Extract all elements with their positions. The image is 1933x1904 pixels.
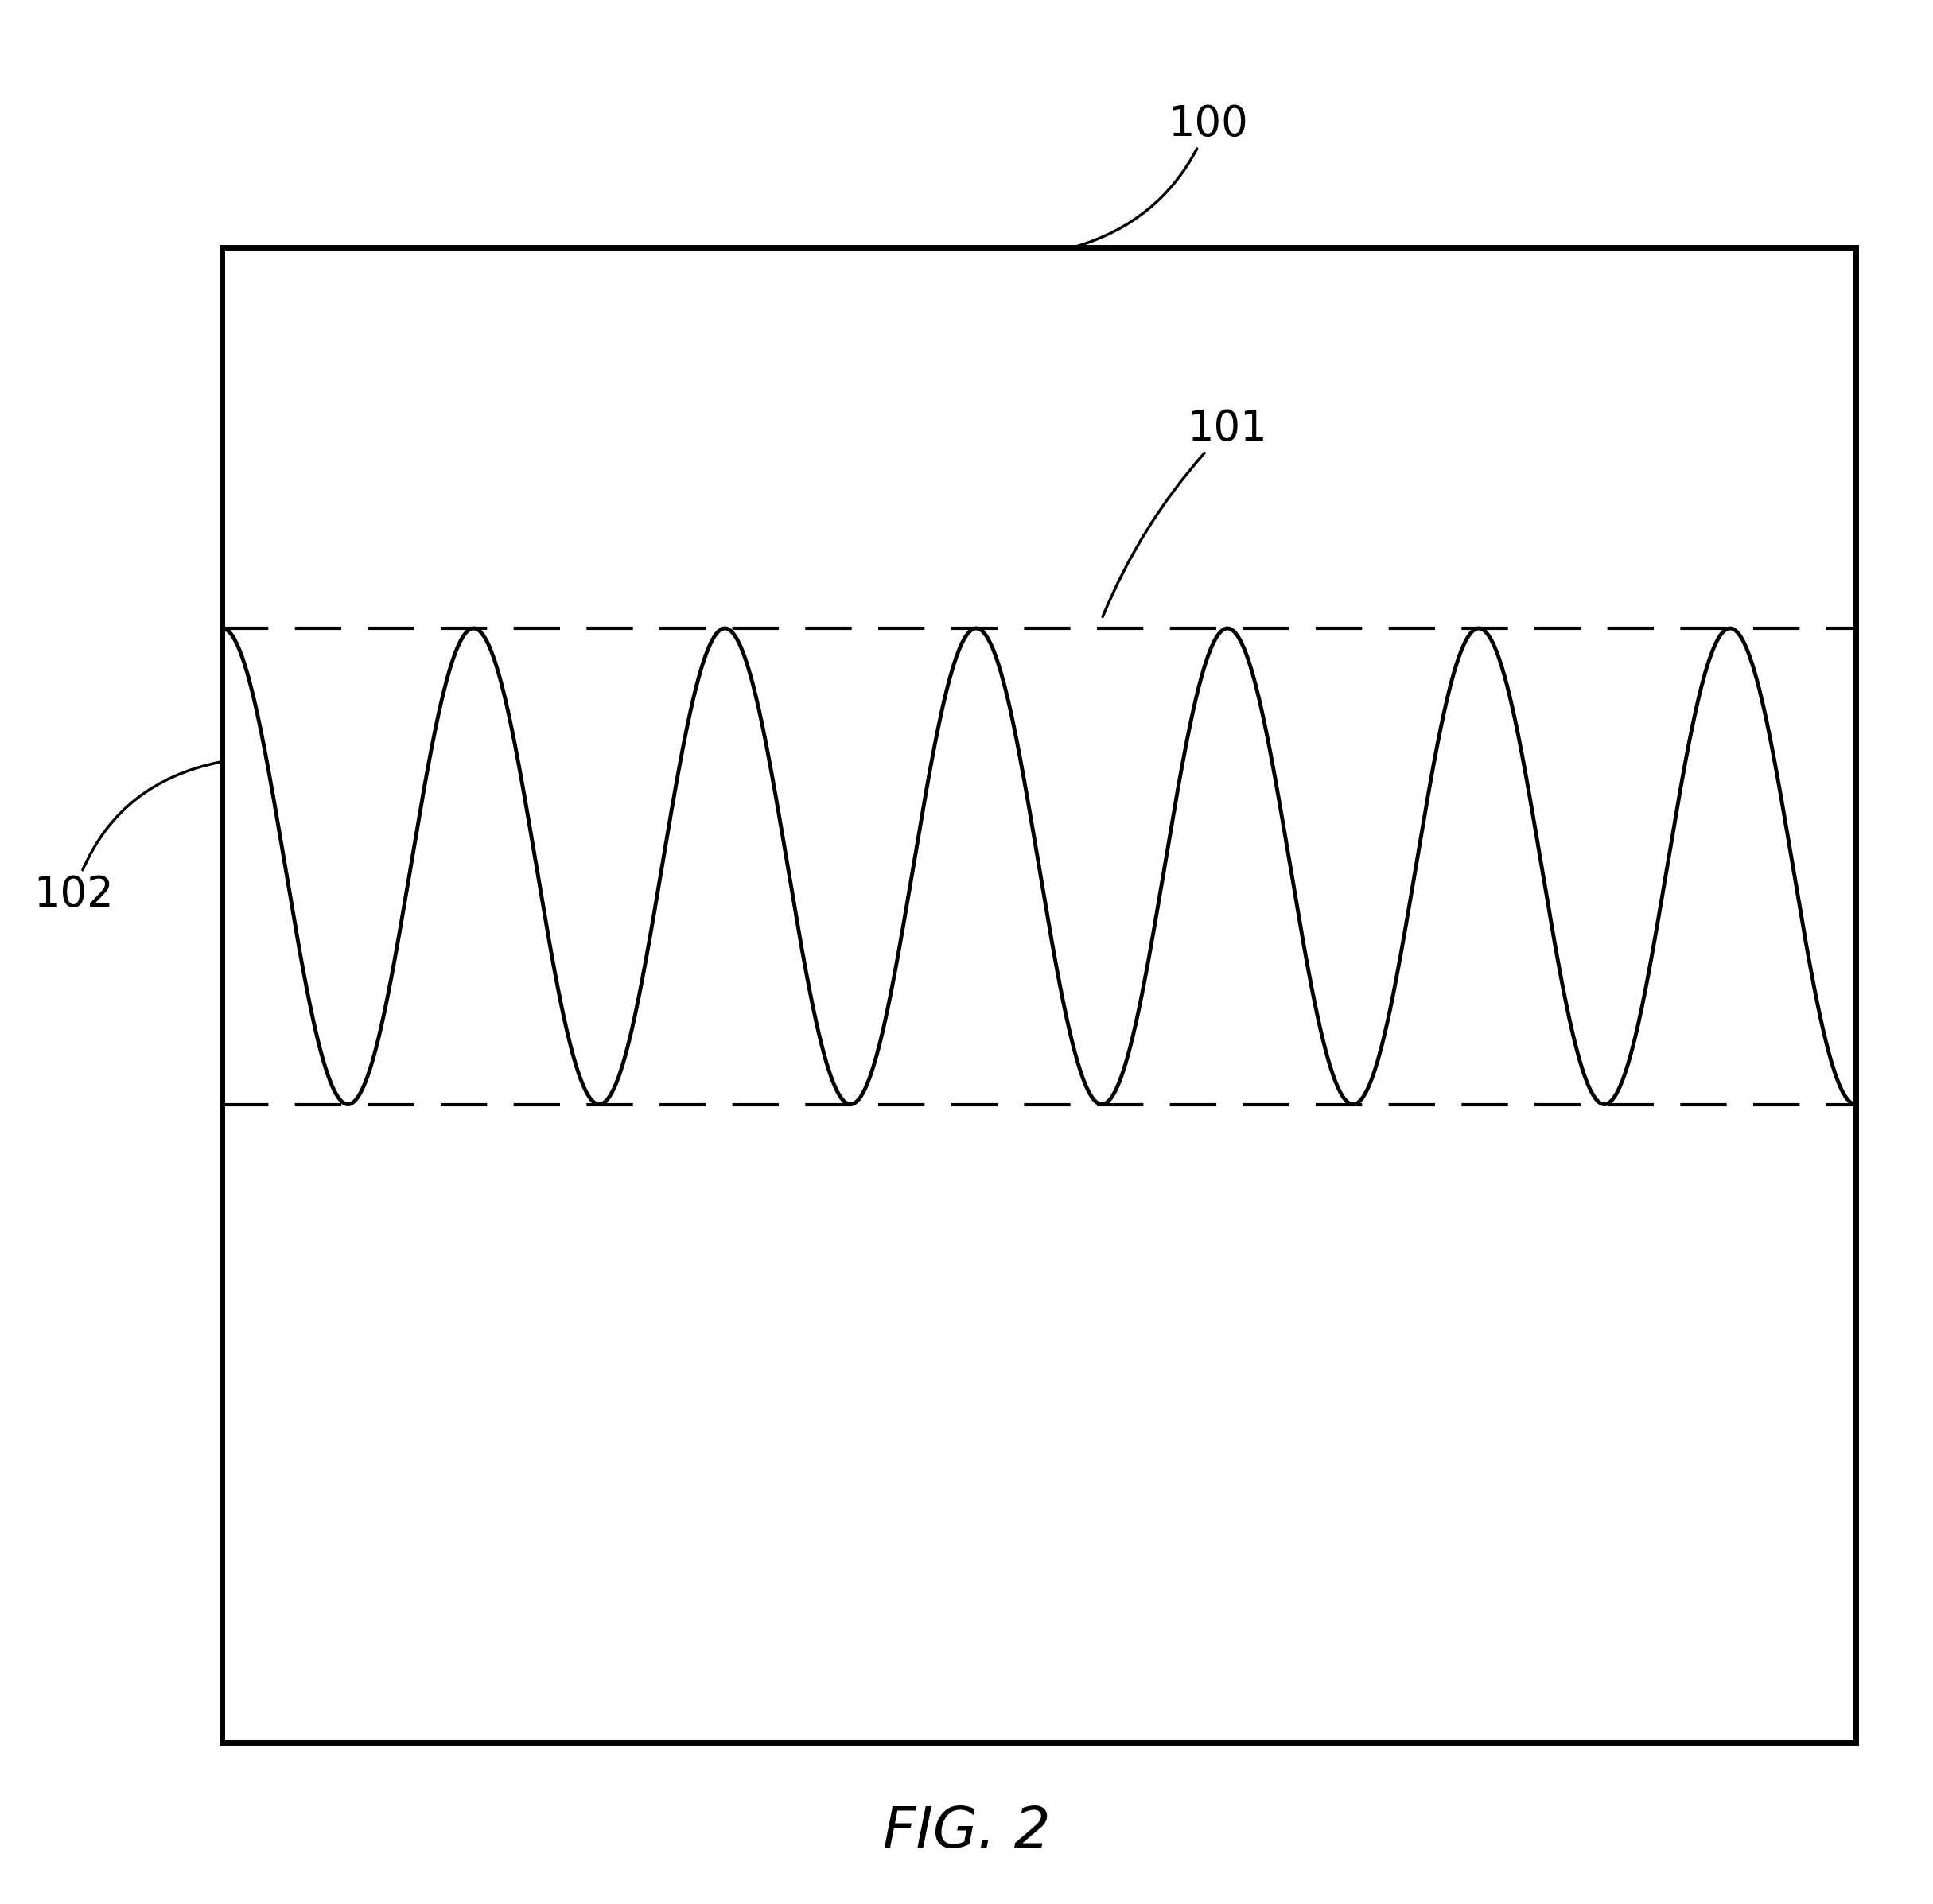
Bar [222,248,1856,1742]
Text: FIG. 2: FIG. 2 [883,1805,1050,1858]
Text: 101: 101 [1102,407,1268,617]
Text: 102: 102 [33,762,220,916]
Text: 100: 100 [1075,103,1249,248]
